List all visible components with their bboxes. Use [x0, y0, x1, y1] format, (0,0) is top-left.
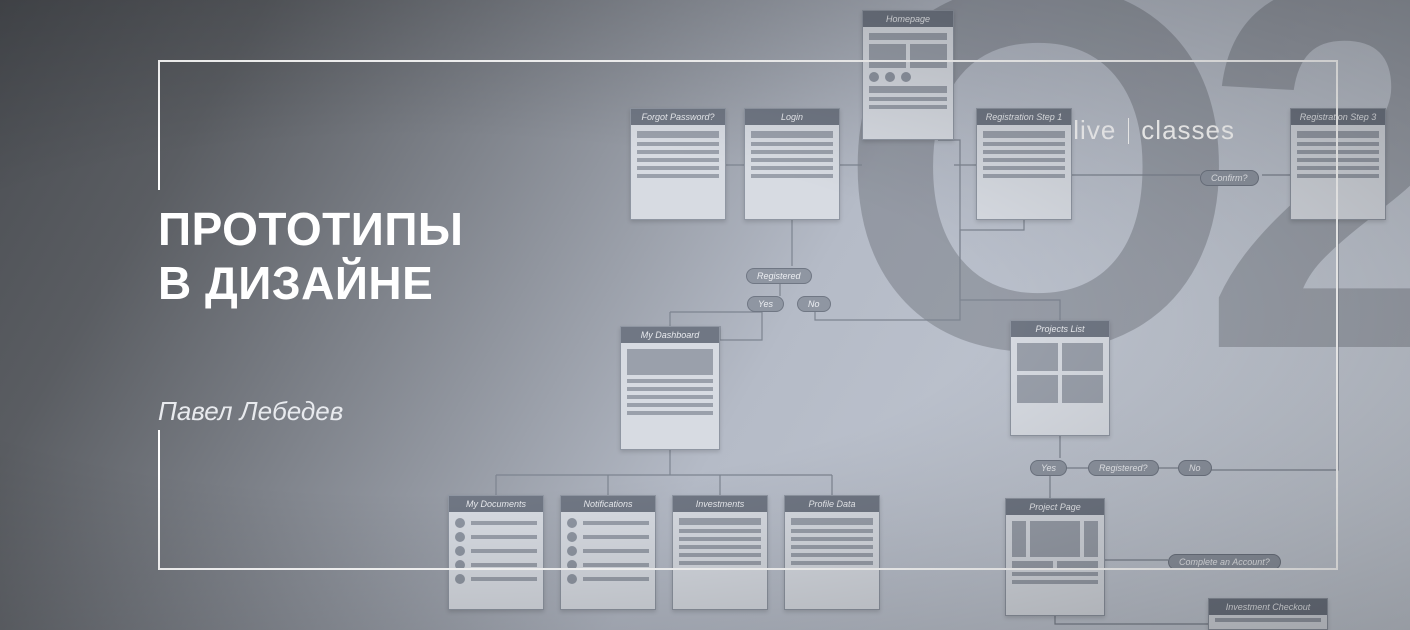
stage: O2	[0, 0, 1410, 630]
course-title: ПРОТОТИПЫ В ДИЗАЙНЕ	[158, 202, 463, 311]
brand-left: live	[1073, 115, 1116, 146]
brand-separator	[1128, 118, 1129, 144]
node-investment-checkout: Investment Checkout	[1208, 598, 1328, 630]
brand-right: classes	[1141, 115, 1235, 146]
node-label: Homepage	[863, 11, 953, 27]
course-author: Павел Лебедев	[158, 396, 343, 427]
title-line-1: ПРОТОТИПЫ	[158, 202, 463, 256]
title-line-2: В ДИЗАЙНЕ	[158, 256, 463, 310]
node-label: Investment Checkout	[1209, 599, 1327, 615]
brand-logo: live classes	[1073, 115, 1235, 146]
